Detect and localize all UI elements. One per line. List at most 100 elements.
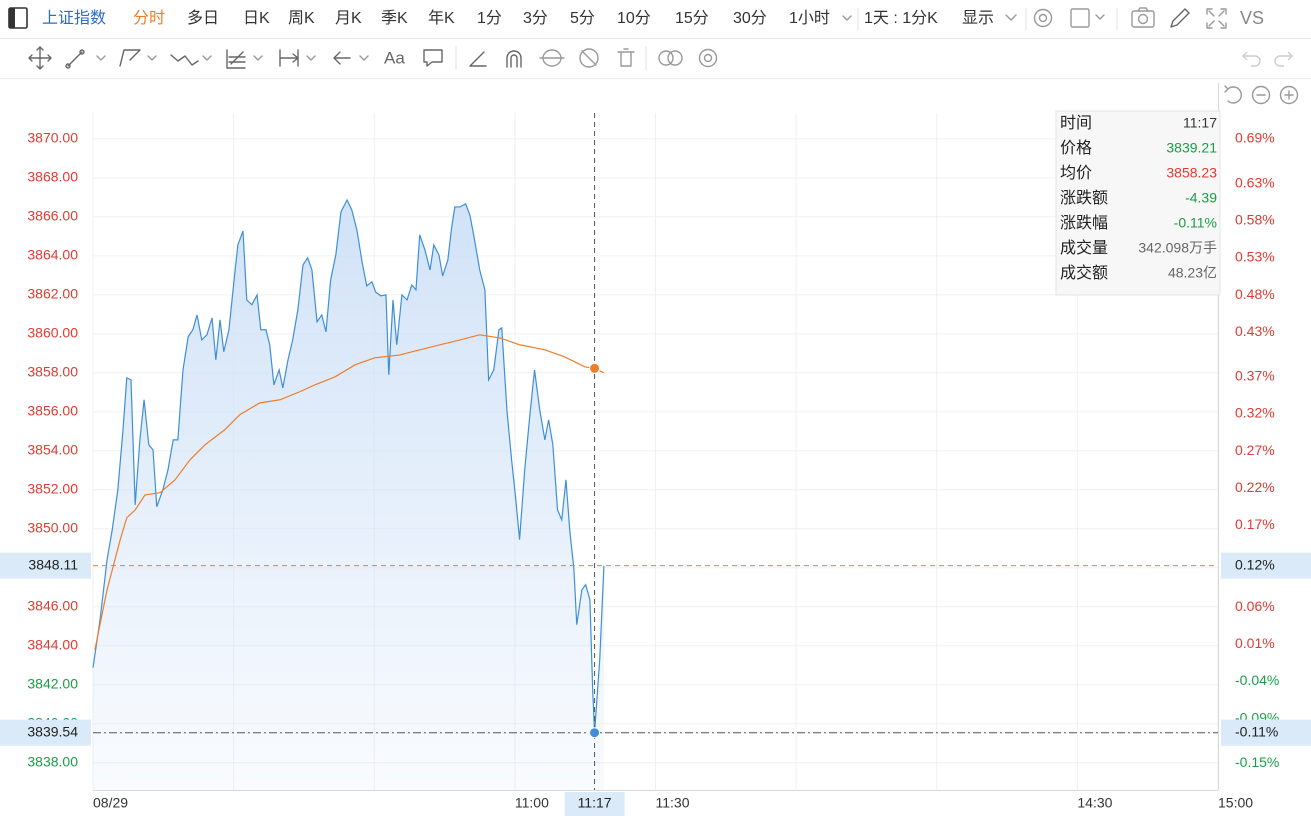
compare-button[interactable]: VS: [1240, 8, 1264, 28]
y-tick-label: 3858.00: [27, 364, 78, 380]
info-panel-bg: [1055, 110, 1221, 296]
line-tool[interactable]: [65, 49, 106, 69]
period-tab[interactable]: 多日: [187, 9, 219, 27]
price-label: 3848.11: [28, 556, 78, 572]
info-value: -4.39: [1185, 190, 1217, 206]
price-label-box: [0, 552, 91, 579]
redo-button[interactable]: [1274, 51, 1293, 67]
y-tick-label: 3842.00: [27, 675, 78, 691]
undo-button[interactable]: [1242, 51, 1261, 67]
x-tick-label: 14:30: [1077, 795, 1112, 811]
fullscreen-button[interactable]: [1206, 8, 1227, 29]
info-label: 成交额: [1060, 264, 1108, 282]
delete-tool[interactable]: [617, 48, 635, 67]
draw-button[interactable]: [1170, 8, 1190, 28]
info-panel: 时间 11:17 价格 3839.21 均价 3858.23 涨跌额 -4.39 涨跌幅 -0.1…: [1055, 110, 1221, 296]
move-tool[interactable]: [28, 46, 52, 70]
info-label: 时间: [1060, 114, 1092, 132]
overlay-tool[interactable]: [658, 50, 683, 66]
time-label: 11:17: [578, 795, 612, 811]
period-tab[interactable]: 季K: [381, 9, 408, 27]
settings-button[interactable]: [1033, 8, 1053, 28]
y-tick-label: 3844.00: [27, 636, 78, 652]
period-tab[interactable]: 30分: [733, 9, 767, 27]
dropdown-caret: [1005, 14, 1017, 21]
y-tick-label: 3846.00: [27, 597, 78, 613]
y-tick-label: 3860.00: [27, 325, 78, 341]
crosshair-dot: [589, 362, 601, 374]
y2-tick-label: 0.58%: [1235, 211, 1275, 227]
y2-tick-label: 0.27%: [1235, 442, 1275, 458]
angle-tool[interactable]: [469, 51, 487, 67]
interval-select[interactable]: 1小时: [789, 9, 830, 27]
text-tool[interactable]: Aa: [384, 48, 405, 67]
price-label-box: [0, 719, 91, 746]
info-label: 价格: [1060, 139, 1092, 157]
sidebar-toggle[interactable]: [8, 7, 28, 29]
indicator-settings[interactable]: [698, 48, 718, 68]
fib-tool[interactable]: [226, 49, 263, 69]
y2-tick-label: 0.06%: [1235, 598, 1275, 614]
period-tab[interactable]: 10分: [617, 9, 651, 27]
x-tick-label: 15:00: [1218, 795, 1253, 811]
price-area: [93, 199, 604, 790]
price-label: 3839.54: [27, 723, 78, 739]
y2-tick-label: 0.69%: [1235, 130, 1275, 146]
note-tool[interactable]: [423, 49, 443, 67]
wave-tool[interactable]: [170, 54, 212, 66]
period-tab[interactable]: 月K: [335, 10, 362, 27]
time-label-box: [564, 792, 625, 816]
info-value: 48.23亿: [1168, 265, 1217, 281]
info-value: 3858.23: [1166, 165, 1217, 181]
measure-tool[interactable]: [279, 49, 316, 67]
snapshot-button[interactable]: [1131, 7, 1155, 28]
period-tab[interactable]: 日K: [243, 10, 270, 27]
info-label: 涨跌额: [1060, 189, 1108, 207]
hide-tool[interactable]: [579, 48, 599, 68]
zoom-out[interactable]: [1251, 85, 1271, 105]
percent-label-box: [1221, 719, 1311, 746]
y2-tick-label: 0.32%: [1235, 405, 1275, 421]
info-label: 成交量: [1060, 239, 1108, 257]
layout-button[interactable]: [1070, 8, 1105, 28]
top-toolbar: 上证指数 分时 多日 日K 周K 月K 季K 年K 1分 3分 5分 10分 15分 30分 1小时 1…: [0, 0, 1311, 39]
y2-tick-label: -0.04%: [1235, 672, 1279, 688]
y2-tick-label: 0.53%: [1235, 249, 1275, 265]
symbol-name[interactable]: 上证指数: [42, 9, 106, 27]
info-label: 涨跌幅: [1060, 214, 1108, 232]
y-tick-label: 3866.00: [27, 208, 78, 224]
range-select[interactable]: 1天 : 1分K: [864, 9, 938, 27]
magnet-tool[interactable]: [506, 50, 522, 68]
info-label: 均价: [1060, 164, 1092, 182]
period-tab[interactable]: 5分: [570, 9, 595, 27]
polyline-tool[interactable]: [119, 49, 157, 67]
period-tab[interactable]: 3分: [523, 9, 548, 27]
y-tick-label: 3854.00: [27, 442, 78, 458]
y2-tick-label: 0.22%: [1235, 479, 1275, 495]
y-tick-label: 3856.00: [27, 403, 78, 419]
plot-area: 3870.00 3868.00 3866.00 3864.00 3862.00 3860.…: [0, 83, 1311, 816]
zoom-controls: [1224, 85, 1299, 105]
x-tick-label: 11:30: [656, 795, 690, 811]
period-tab[interactable]: 年K: [428, 9, 455, 27]
price-line: [92, 198, 605, 733]
period-tab[interactable]: 分时: [133, 9, 165, 27]
lock-tool[interactable]: [539, 49, 565, 67]
y2-tick-label: 0.37%: [1235, 368, 1275, 384]
period-tab[interactable]: 15分: [675, 9, 709, 27]
arrow-tool[interactable]: [333, 51, 369, 65]
reset-zoom[interactable]: [1224, 85, 1242, 104]
period-tab[interactable]: 1分: [477, 9, 502, 27]
period-tab[interactable]: 周K: [288, 10, 315, 27]
y-tick-label: 3850.00: [27, 519, 78, 535]
drawing-toolbar: Aa: [0, 46, 1311, 79]
zoom-in[interactable]: [1279, 85, 1299, 105]
display-select[interactable]: 显示: [962, 10, 994, 27]
period-tabs: 分时 多日 日K 周K 月K 季K 年K 1分 3分 5分 10分 15分 30分: [133, 9, 767, 27]
percent-label: 0.12%: [1235, 556, 1275, 572]
y2-tick-label: 0.17%: [1235, 516, 1275, 532]
y2-tick-label: 0.48%: [1235, 286, 1275, 302]
y-tick-label: 3862.00: [27, 286, 78, 302]
